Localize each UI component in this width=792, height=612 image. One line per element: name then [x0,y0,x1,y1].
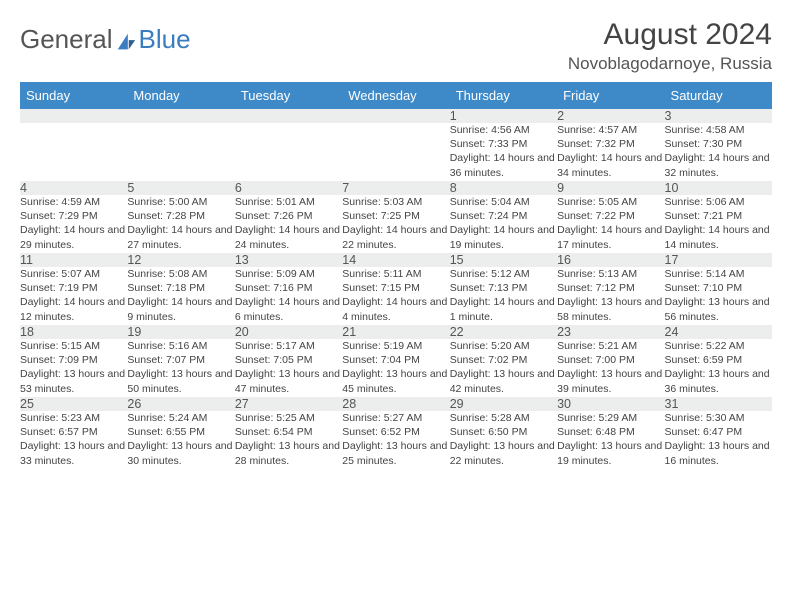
day-number: 24 [665,325,772,339]
day-number: 10 [665,181,772,195]
day-detail-row: Sunrise: 4:56 AMSunset: 7:33 PMDaylight:… [20,123,772,181]
day-number: 9 [557,181,664,195]
logo: General Blue [20,18,191,55]
day-detail: Sunrise: 5:30 AMSunset: 6:47 PMDaylight:… [665,411,772,469]
day-number-row: 25262728293031 [20,397,772,411]
calendar-table: SundayMondayTuesdayWednesdayThursdayFrid… [20,82,772,469]
day-detail: Sunrise: 5:00 AMSunset: 7:28 PMDaylight:… [127,195,234,253]
title-block: August 2024 Novoblagodarnoye, Russia [568,18,772,74]
day-detail: Sunrise: 4:58 AMSunset: 7:30 PMDaylight:… [665,123,772,181]
day-detail: Sunrise: 5:13 AMSunset: 7:12 PMDaylight:… [557,267,664,325]
day-number: 25 [20,397,127,411]
weekday-header: Thursday [450,82,557,109]
day-number: 13 [235,253,342,267]
day-number-row: 11121314151617 [20,253,772,267]
day-number: 23 [557,325,664,339]
day-detail: Sunrise: 5:17 AMSunset: 7:05 PMDaylight:… [235,339,342,397]
day-number: 4 [20,181,127,195]
day-detail [235,123,342,181]
day-number: 20 [235,325,342,339]
day-number-row: 18192021222324 [20,325,772,339]
day-number: 14 [342,253,449,267]
day-number: 22 [450,325,557,339]
day-number: 18 [20,325,127,339]
day-detail: Sunrise: 5:04 AMSunset: 7:24 PMDaylight:… [450,195,557,253]
day-number: 15 [450,253,557,267]
day-detail-row: Sunrise: 5:15 AMSunset: 7:09 PMDaylight:… [20,339,772,397]
day-detail: Sunrise: 5:23 AMSunset: 6:57 PMDaylight:… [20,411,127,469]
weekday-header: Saturday [665,82,772,109]
day-detail: Sunrise: 5:07 AMSunset: 7:19 PMDaylight:… [20,267,127,325]
day-detail: Sunrise: 5:06 AMSunset: 7:21 PMDaylight:… [665,195,772,253]
day-detail: Sunrise: 4:57 AMSunset: 7:32 PMDaylight:… [557,123,664,181]
logo-text-blue: Blue [139,24,191,55]
day-detail: Sunrise: 5:16 AMSunset: 7:07 PMDaylight:… [127,339,234,397]
day-detail: Sunrise: 5:11 AMSunset: 7:15 PMDaylight:… [342,267,449,325]
weekday-header: Monday [127,82,234,109]
day-detail: Sunrise: 5:25 AMSunset: 6:54 PMDaylight:… [235,411,342,469]
day-detail: Sunrise: 5:28 AMSunset: 6:50 PMDaylight:… [450,411,557,469]
day-detail: Sunrise: 5:09 AMSunset: 7:16 PMDaylight:… [235,267,342,325]
day-detail: Sunrise: 5:22 AMSunset: 6:59 PMDaylight:… [665,339,772,397]
day-number [127,109,234,123]
day-number: 28 [342,397,449,411]
day-detail-row: Sunrise: 4:59 AMSunset: 7:29 PMDaylight:… [20,195,772,253]
day-detail: Sunrise: 5:20 AMSunset: 7:02 PMDaylight:… [450,339,557,397]
day-number: 29 [450,397,557,411]
day-detail: Sunrise: 5:15 AMSunset: 7:09 PMDaylight:… [20,339,127,397]
day-number-row: 45678910 [20,181,772,195]
day-number: 31 [665,397,772,411]
day-detail [342,123,449,181]
day-detail [127,123,234,181]
month-title: August 2024 [568,18,772,52]
day-number: 8 [450,181,557,195]
day-number: 21 [342,325,449,339]
day-number: 7 [342,181,449,195]
weekday-header: Sunday [20,82,127,109]
day-detail: Sunrise: 5:21 AMSunset: 7:00 PMDaylight:… [557,339,664,397]
day-number: 17 [665,253,772,267]
day-number: 12 [127,253,234,267]
day-detail: Sunrise: 5:03 AMSunset: 7:25 PMDaylight:… [342,195,449,253]
day-detail: Sunrise: 5:29 AMSunset: 6:48 PMDaylight:… [557,411,664,469]
weekday-header: Wednesday [342,82,449,109]
day-detail: Sunrise: 4:59 AMSunset: 7:29 PMDaylight:… [20,195,127,253]
day-number: 19 [127,325,234,339]
sail-icon [115,29,137,51]
day-detail: Sunrise: 5:08 AMSunset: 7:18 PMDaylight:… [127,267,234,325]
day-number: 11 [20,253,127,267]
day-number: 5 [127,181,234,195]
location: Novoblagodarnoye, Russia [568,54,772,74]
day-detail-row: Sunrise: 5:07 AMSunset: 7:19 PMDaylight:… [20,267,772,325]
header: General Blue August 2024 Novoblagodarnoy… [20,18,772,74]
day-detail: Sunrise: 5:27 AMSunset: 6:52 PMDaylight:… [342,411,449,469]
day-detail: Sunrise: 5:05 AMSunset: 7:22 PMDaylight:… [557,195,664,253]
day-number: 26 [127,397,234,411]
day-detail: Sunrise: 5:19 AMSunset: 7:04 PMDaylight:… [342,339,449,397]
day-detail-row: Sunrise: 5:23 AMSunset: 6:57 PMDaylight:… [20,411,772,469]
weekday-header: Tuesday [235,82,342,109]
day-detail [20,123,127,181]
weekday-header: Friday [557,82,664,109]
day-number [20,109,127,123]
day-number-row: 123 [20,109,772,123]
day-detail: Sunrise: 5:01 AMSunset: 7:26 PMDaylight:… [235,195,342,253]
day-number [235,109,342,123]
day-number: 6 [235,181,342,195]
day-number: 27 [235,397,342,411]
day-detail: Sunrise: 5:14 AMSunset: 7:10 PMDaylight:… [665,267,772,325]
day-detail: Sunrise: 5:12 AMSunset: 7:13 PMDaylight:… [450,267,557,325]
day-detail: Sunrise: 5:24 AMSunset: 6:55 PMDaylight:… [127,411,234,469]
day-number: 2 [557,109,664,123]
day-number: 30 [557,397,664,411]
day-detail: Sunrise: 4:56 AMSunset: 7:33 PMDaylight:… [450,123,557,181]
logo-text-general: General [20,24,113,55]
weekday-header-row: SundayMondayTuesdayWednesdayThursdayFrid… [20,82,772,109]
day-number: 16 [557,253,664,267]
calendar-body: 123 Sunrise: 4:56 AMSunset: 7:33 PMDayli… [20,109,772,469]
day-number: 1 [450,109,557,123]
day-number [342,109,449,123]
day-number: 3 [665,109,772,123]
